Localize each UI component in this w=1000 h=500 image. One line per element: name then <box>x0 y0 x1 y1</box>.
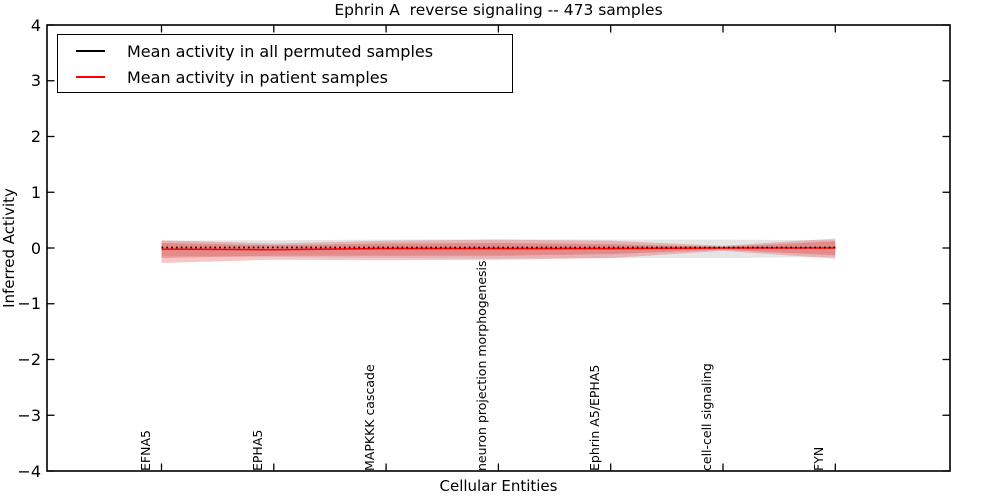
y-tick-label: −4 <box>17 461 41 481</box>
y-tick-label: −2 <box>17 350 41 369</box>
x-tick-label: neuron projection morphogenesis <box>474 259 490 471</box>
legend-item-permuted: Mean activity in all permuted samples <box>58 38 512 64</box>
y-tick-label: −3 <box>17 405 41 425</box>
permuted-line-swatch <box>76 50 105 52</box>
y-tick-label: 2 <box>30 127 41 146</box>
x-axis-label: Cellular Entities <box>439 477 558 495</box>
x-tick-label: MAPKKK cascade <box>362 363 378 471</box>
x-tick-label: EFNA5 <box>137 429 153 471</box>
legend-label: Mean activity in all permuted samples <box>127 41 434 61</box>
x-tick-label: EPHA5 <box>249 429 265 471</box>
legend-label: Mean activity in patient samples <box>127 67 388 87</box>
y-tick-label: −1 <box>17 294 41 314</box>
x-tick-label: Ephrin A5/EPHA5 <box>586 364 602 471</box>
chart-title: Ephrin A reverse signaling -- 473 sample… <box>334 1 663 19</box>
patient-line-swatch <box>76 76 105 78</box>
y-tick-label: 0 <box>30 238 41 258</box>
y-tick-label: 1 <box>30 182 41 202</box>
y-tick-label: 4 <box>30 15 41 35</box>
legend-item-patient: Mean activity in patient samples <box>58 64 512 90</box>
y-axis-label: Inferred Activity <box>0 188 18 308</box>
x-tick-label: cell-cell signaling <box>699 362 714 471</box>
legend: Mean activity in all permuted samples Me… <box>57 34 513 93</box>
x-tick-label: FYN <box>811 446 827 471</box>
y-tick-label: 3 <box>30 71 41 91</box>
